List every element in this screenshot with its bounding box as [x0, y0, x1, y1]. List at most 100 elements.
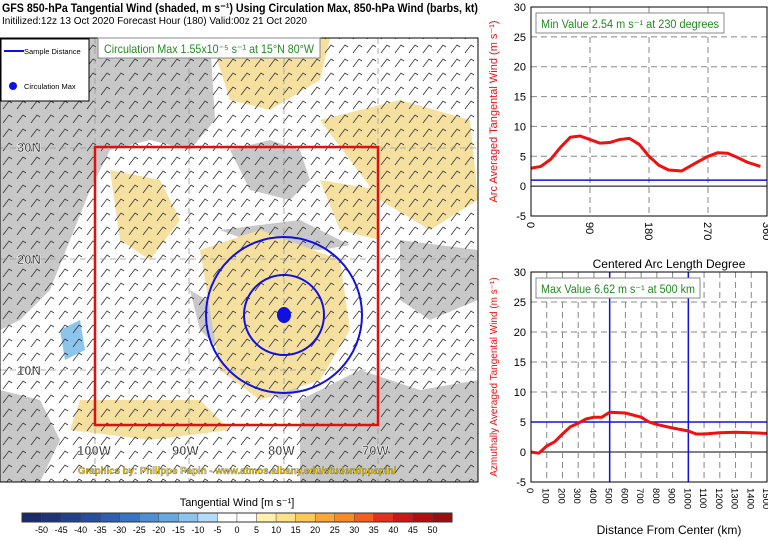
circulation-max-marker [277, 307, 291, 323]
lon-label: 90W [172, 443, 199, 458]
colorbar: -50 -45 -40 -35 -30 -25 -20 -15 -10 -5 0 5 10 15 20 25 3… [21, 512, 453, 535]
colorbar-label: 15 [291, 525, 301, 535]
x-tick-label: 700 [634, 488, 645, 504]
x-tick-label: 1000 [681, 488, 692, 509]
legend-sample-label: Sample Distance [24, 47, 81, 56]
x-tick-label: 1200 [713, 488, 724, 509]
plot-border [530, 6, 768, 217]
x-tick-label: 0 [524, 222, 536, 228]
lon-label: 100W [77, 443, 112, 458]
colorbar-label: 35 [369, 525, 379, 535]
x-axis-label: Centered Arc Length Degree [593, 257, 746, 271]
lon-label: 70W [362, 443, 389, 458]
y-tick-label: -5 [516, 477, 526, 489]
colorbar-label: -50 [35, 525, 48, 535]
lat-label: 20N [17, 252, 41, 267]
colorbar-label: 20 [310, 525, 320, 535]
y-tick-label: 30 [514, 2, 526, 14]
x-tick-label: 360 [760, 222, 768, 240]
colorbar-swatch [412, 512, 433, 523]
colorbar-swatch [373, 512, 394, 523]
x-tick-label: 200 [555, 488, 566, 504]
series-line [530, 134, 761, 173]
colorbar-label: -20 [152, 525, 165, 535]
x-tick-label: 400 [587, 488, 598, 504]
colorbar-swatch [334, 512, 355, 523]
y-tick-label: 0 [520, 447, 526, 459]
plot-border [530, 271, 768, 483]
colorbar-label: -15 [172, 525, 185, 535]
x-tick-label: 1300 [729, 488, 740, 509]
x-tick-label: 90 [583, 222, 595, 234]
colorbar-label: -5 [213, 525, 221, 535]
lat-label: 30N [17, 140, 41, 155]
colorbar-label: 50 [427, 525, 437, 535]
colorbar-title: Tangential Wind [m s⁻¹] [180, 497, 295, 509]
colorbar-swatch [139, 512, 160, 523]
sample-ring-outer [205, 236, 363, 394]
colorbar-label: 5 [254, 525, 259, 535]
colorbar-label: -25 [133, 525, 146, 535]
y-tick-label: 15 [514, 92, 526, 104]
legend-circ-label: Circulation Max [24, 82, 76, 91]
colorbar-swatch [41, 512, 62, 523]
colorbar-swatch [314, 512, 335, 523]
colorbar-swatch [80, 512, 101, 523]
figure-title: GFS 850-hPa Tangential Wind (shaded, m s… [2, 1, 478, 15]
legend-circ-icon [9, 82, 17, 90]
colorbar-label: 30 [349, 525, 359, 535]
colorbar-swatch [236, 512, 257, 523]
y-tick-label: 0 [520, 181, 526, 193]
x-tick-label: 1400 [744, 488, 755, 509]
colorbar-label: 10 [271, 525, 281, 535]
annotation-box [535, 277, 701, 299]
annotation-box [97, 37, 321, 59]
colorbar-label: 40 [388, 525, 398, 535]
colorbar-swatch [275, 512, 296, 523]
x-tick-label: 800 [650, 488, 661, 504]
y-axis-label: Arc Averaged Tangental Wind (m s⁻¹) [488, 20, 500, 202]
colorbar-swatch [119, 512, 140, 523]
x-tick-label: 500 [603, 488, 614, 504]
y-tick-label: 10 [514, 387, 526, 399]
sample-box [93, 145, 380, 427]
map-legend: Sample Distance Circulation Max [0, 38, 90, 102]
x-tick-label: 100 [540, 488, 551, 504]
colorbar-label: -10 [191, 525, 204, 535]
colorbar-swatch [197, 512, 218, 523]
chart-annotation: Min Value 2.54 m s⁻¹ at 230 degrees [541, 19, 719, 31]
annotation-box [535, 12, 725, 34]
credit-text: Graphics by: Philippe Papin - www.atmos.… [78, 465, 396, 477]
y-tick-label: 20 [514, 62, 526, 74]
colorbar-swatch [158, 512, 179, 523]
x-tick-label: 270 [701, 222, 713, 240]
colorbar-swatch [256, 512, 277, 523]
x-tick-label: 180 [642, 222, 654, 240]
lon-label: 80W [268, 443, 295, 458]
colorbar-label: -45 [55, 525, 68, 535]
y-tick-label: 25 [514, 297, 526, 309]
x-tick-label: 600 [618, 488, 629, 504]
colorbar-swatch [60, 512, 81, 523]
y-tick-label: -5 [516, 211, 526, 223]
x-axis-label: Distance From Center (km) [597, 523, 742, 537]
y-tick-label: 20 [514, 327, 526, 339]
colorbar-label: -35 [94, 525, 107, 535]
x-tick-label: 0 [524, 488, 535, 493]
lat-label: 10N [17, 363, 41, 378]
y-tick-label: 15 [514, 357, 526, 369]
x-tick-label: 1500 [760, 488, 768, 509]
colorbar-swatch [21, 512, 42, 523]
x-tick-label: 1100 [697, 488, 708, 508]
y-tick-label: 5 [520, 417, 526, 429]
map-annotation: Circulation Max 1.55x10⁻⁵ s⁻¹ at 15°N 80… [104, 42, 315, 56]
wind-barbs [0, 38, 478, 482]
colorbar-swatch [178, 512, 199, 523]
colorbar-swatch [432, 512, 453, 523]
x-tick-label: 300 [571, 488, 582, 504]
colorbar-swatch [217, 512, 238, 523]
colorbar-label: 0 [234, 525, 239, 535]
